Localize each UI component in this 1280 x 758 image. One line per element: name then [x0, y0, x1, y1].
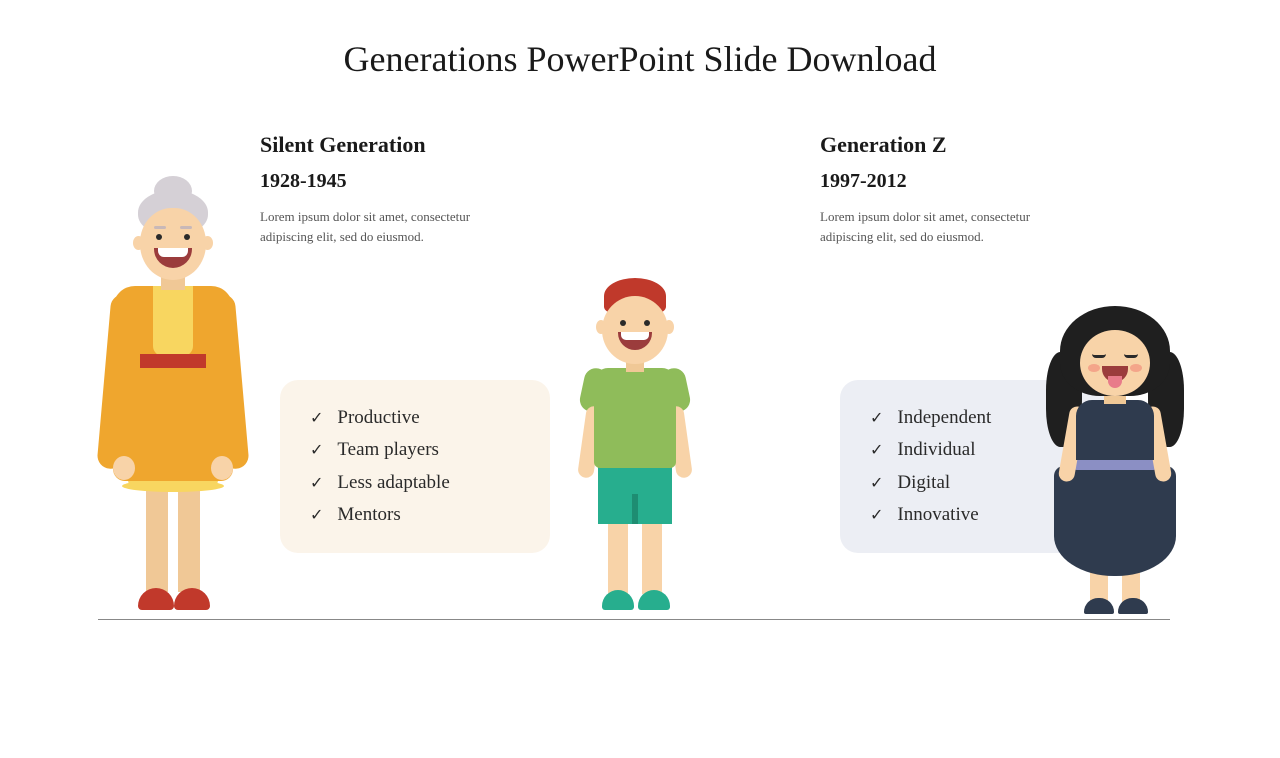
grandma-icon [98, 198, 248, 620]
boy-icon [570, 288, 700, 620]
character-boy-wrap [640, 128, 820, 246]
girl-icon [1040, 318, 1190, 620]
slide-title: Generations PowerPoint Slide Download [0, 38, 1280, 80]
gen-years-1: 1928-1945 [260, 170, 640, 193]
trait-item: Productive [310, 402, 520, 434]
gen-desc-2: Lorem ipsum dolor sit amet, consectetur … [820, 207, 1080, 246]
trait-item: Less adaptable [310, 467, 520, 499]
trait-item: Mentors [310, 499, 520, 531]
gen-heading-2: Generation Z [820, 132, 1200, 158]
trait-item: Team players [310, 434, 520, 466]
text-block-1: Silent Generation 1928-1945 Lorem ipsum … [260, 128, 640, 246]
section-generation-z: Generation Z 1997-2012 Lorem ipsum dolor… [640, 128, 1200, 246]
gen-desc-1: Lorem ipsum dolor sit amet, consectetur … [260, 207, 520, 246]
gen-heading-1: Silent Generation [260, 132, 640, 158]
gen-years-2: 1997-2012 [820, 170, 1200, 193]
traits-box-1: Productive Team players Less adaptable M… [280, 380, 550, 553]
text-block-2: Generation Z 1997-2012 Lorem ipsum dolor… [820, 128, 1200, 246]
